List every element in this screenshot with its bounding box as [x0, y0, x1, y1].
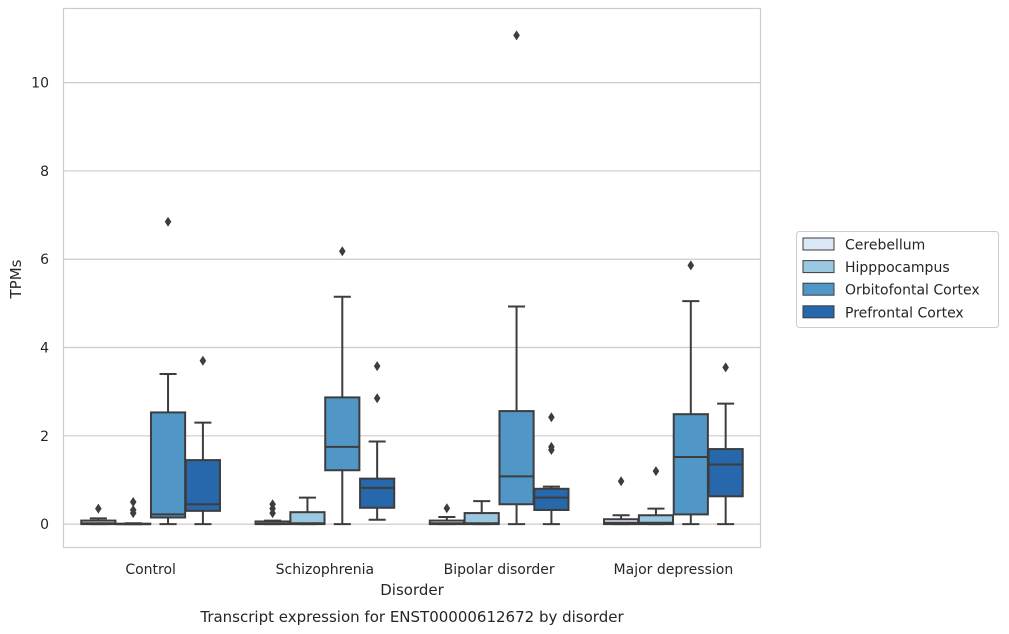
- legend-label: Orbitofontal Cortex: [845, 283, 980, 299]
- box-mark: [254, 499, 291, 526]
- outlier-point: [687, 260, 695, 271]
- x-tick-label: Control: [125, 562, 176, 578]
- x-tick-label: Major depression: [614, 562, 734, 578]
- outlier-point: [373, 393, 381, 404]
- box-mark: [184, 355, 221, 526]
- y-tick-labels: 0 2 4 6 8 10: [31, 76, 49, 533]
- y-tick-label: 10: [31, 76, 49, 92]
- outlier-point: [164, 216, 172, 227]
- box-mark: [115, 497, 152, 526]
- legend-label: Cerebellum: [845, 238, 925, 254]
- box-mark: [637, 466, 675, 526]
- y-tick-label: 0: [40, 517, 49, 533]
- series-hipppocampus: [115, 466, 675, 526]
- box-mark: [359, 361, 396, 521]
- x-tick-labels: Control Schizophrenia Bipolar disorder Majo…: [125, 562, 733, 578]
- outlier-point: [95, 503, 102, 514]
- box-body: [184, 459, 221, 512]
- outlier-point: [373, 361, 381, 372]
- box-body: [707, 448, 744, 498]
- legend-label: Hipppocampus: [845, 260, 950, 276]
- series-prefrontal-cortex: [184, 355, 744, 526]
- box-series: [80, 30, 744, 526]
- outlier-point: [513, 30, 520, 41]
- y-tick-label: 6: [40, 252, 49, 268]
- legend-swatch: [802, 305, 835, 319]
- y-tick-label: 4: [40, 341, 49, 357]
- legend-swatch: [802, 282, 835, 296]
- box-body: [672, 413, 709, 516]
- box-mark: [498, 30, 535, 526]
- legend-swatch: [802, 260, 835, 274]
- plot-area-frame: [62, 7, 762, 549]
- box-body: [149, 411, 187, 519]
- y-tick-label: 8: [40, 164, 49, 180]
- box-body: [498, 410, 535, 506]
- series-orbitofontal-cortex: [149, 30, 709, 526]
- legend-frame: [796, 231, 999, 328]
- outlier-point: [548, 412, 555, 423]
- box-mark: [289, 496, 326, 526]
- box-mark: [672, 260, 709, 526]
- chart-caption: Transcript expression for ENST0000061267…: [199, 608, 624, 626]
- y-axis-label: TPMs: [7, 259, 25, 299]
- box-mark: [324, 246, 361, 526]
- outlier-point: [339, 246, 346, 257]
- legend-swatch: [802, 237, 835, 251]
- legend-label: Prefrontal Cortex: [845, 305, 964, 321]
- outlier-point: [617, 476, 625, 487]
- box-mark: [533, 412, 570, 526]
- outlier-point: [129, 504, 137, 515]
- box-body: [637, 514, 675, 526]
- box-body: [533, 487, 570, 511]
- outlier-point: [722, 362, 729, 373]
- x-tick-label: Bipolar disorder: [444, 562, 555, 578]
- outlier-point: [548, 441, 555, 452]
- outlier-point: [269, 499, 276, 510]
- box-mark: [463, 500, 500, 526]
- series-cerebellum: [80, 476, 640, 526]
- legend: Cerebellum Hipppocampus Orbitofontal Corte…: [796, 231, 999, 328]
- outlier-point: [199, 355, 207, 366]
- outlier-point: [443, 503, 451, 514]
- box-mark: [707, 362, 744, 526]
- x-tick-label: Schizophrenia: [276, 562, 374, 578]
- box-mark: [80, 503, 117, 526]
- outlier-point: [129, 497, 137, 508]
- box-body: [359, 477, 396, 509]
- outlier-point: [652, 466, 660, 477]
- y-tick-label: 2: [40, 429, 49, 445]
- box-body: [324, 396, 361, 472]
- box-mark: [149, 216, 187, 526]
- x-axis-label: Disorder: [380, 581, 444, 599]
